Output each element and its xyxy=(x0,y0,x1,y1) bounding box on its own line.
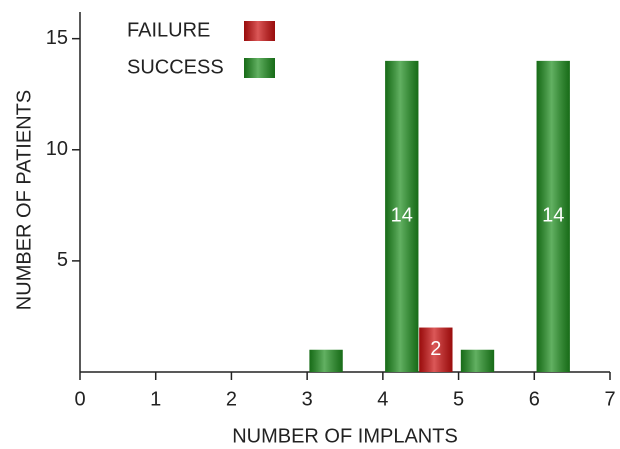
y-tick-label: 15 xyxy=(46,27,68,49)
legend-label: SUCCESS xyxy=(127,56,224,78)
y-tick-label: 5 xyxy=(57,249,68,271)
x-tick-label: 5 xyxy=(453,388,464,410)
x-tick-label: 7 xyxy=(604,388,615,410)
bar-label: 2 xyxy=(430,338,441,360)
legend-swatch-shine xyxy=(244,21,275,41)
x-tick-label: 3 xyxy=(302,388,313,410)
x-tick-label: 0 xyxy=(74,388,85,410)
bar-shine xyxy=(309,349,343,372)
bar-shine xyxy=(385,60,419,373)
bar-shine xyxy=(536,60,570,373)
x-axis-title: NUMBER OF IMPLANTS xyxy=(232,425,458,447)
x-tick-label: 1 xyxy=(150,388,161,410)
x-tick-label: 6 xyxy=(529,388,540,410)
bar-label: 14 xyxy=(542,205,564,227)
bar-shine xyxy=(419,327,453,372)
bar-label: 14 xyxy=(391,205,413,227)
legend-swatch-shine xyxy=(244,58,275,78)
y-tick-label: 10 xyxy=(46,138,68,160)
x-tick-label: 4 xyxy=(377,388,388,410)
legend-label: FAILURE xyxy=(127,19,210,41)
x-tick-label: 2 xyxy=(226,388,237,410)
y-axis-title: NUMBER OF PATIENTS xyxy=(13,90,35,310)
bar-shine xyxy=(460,349,495,372)
